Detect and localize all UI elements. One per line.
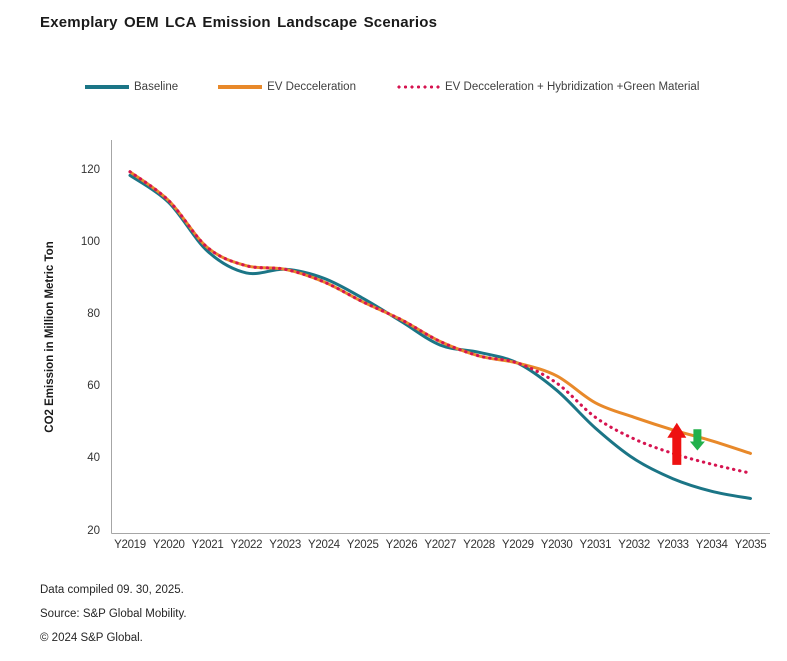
- x-tick-label-y2024: Y2024: [308, 539, 340, 551]
- ev-deceleration-line-swatch-icon: [218, 85, 263, 89]
- x-tick-label-y2028: Y2028: [463, 539, 495, 551]
- x-tick-label-y2032: Y2032: [618, 539, 651, 551]
- y-tick-label-80: 80: [87, 307, 100, 320]
- emission-increase-arrow-up-icon: [667, 422, 687, 465]
- x-tick-label-y2031: Y2031: [579, 539, 612, 551]
- x-tick-label-y2020: Y2020: [152, 539, 185, 551]
- x-tick-label-y2022: Y2022: [230, 539, 263, 551]
- x-tick-label-y2023: Y2023: [269, 539, 301, 551]
- x-tick-label-y2033: Y2033: [657, 539, 689, 551]
- x-tick-label-y2029: Y2029: [501, 539, 534, 551]
- y-tick-label-20: 20: [87, 524, 100, 537]
- line-chart-plot-area: [111, 140, 770, 534]
- x-tick-label-y2019: Y2019: [114, 539, 146, 551]
- y-tick-label-40: 40: [87, 452, 100, 465]
- legend-item-ev-deceleration: EV Decceleration: [218, 81, 356, 93]
- series-line-baseline: [128, 173, 752, 500]
- series-line-ev-decceleration-hybridization-green-material: [128, 170, 753, 475]
- footer-data-compiled: Data compiled 09. 30, 2025.: [40, 584, 184, 596]
- x-tick-label-y2027: Y2027: [424, 539, 457, 551]
- legend-label-ev-deceleration: EV Decceleration: [267, 81, 356, 93]
- ev-decel-hybrid-green-dotted-swatch-icon: [395, 85, 440, 89]
- y-tick-label-60: 60: [87, 380, 100, 393]
- footer-copyright: © 2024 S&P Global.: [40, 632, 143, 644]
- footer-source: Source: S&P Global Mobility.: [40, 608, 187, 620]
- legend-item-ev-decel-hybrid-green: EV Decceleration + Hybridization +Green …: [395, 81, 700, 93]
- baseline-line-swatch-icon: [85, 85, 129, 89]
- x-tick-label-y2025: Y2025: [346, 539, 379, 551]
- legend-item-baseline: Baseline: [85, 81, 178, 93]
- legend-label-baseline: Baseline: [134, 81, 179, 93]
- x-tick-label-y2026: Y2026: [385, 539, 418, 551]
- y-axis-title: CO2 Emission in Million Metric Ton: [44, 241, 56, 433]
- legend-label-ev-decel-hybrid-green: EV Decceleration + Hybridization +Green …: [444, 81, 700, 93]
- emission-reduction-arrow-down-icon: [689, 429, 705, 451]
- y-tick-label-120: 120: [80, 163, 100, 176]
- x-tick-label-y2035: Y2035: [734, 539, 767, 551]
- x-tick-label-y2034: Y2034: [695, 539, 728, 551]
- series-line-ev-decceleration: [128, 170, 752, 455]
- chart-title: Exemplary OEM LCA Emission Landscape Sce…: [40, 14, 438, 31]
- x-tick-label-y2030: Y2030: [540, 539, 573, 551]
- chart-legend: Baseline EV Decceleration EV Deccelerati…: [85, 81, 699, 93]
- y-tick-label-100: 100: [80, 235, 100, 248]
- x-tick-label-y2021: Y2021: [191, 539, 224, 551]
